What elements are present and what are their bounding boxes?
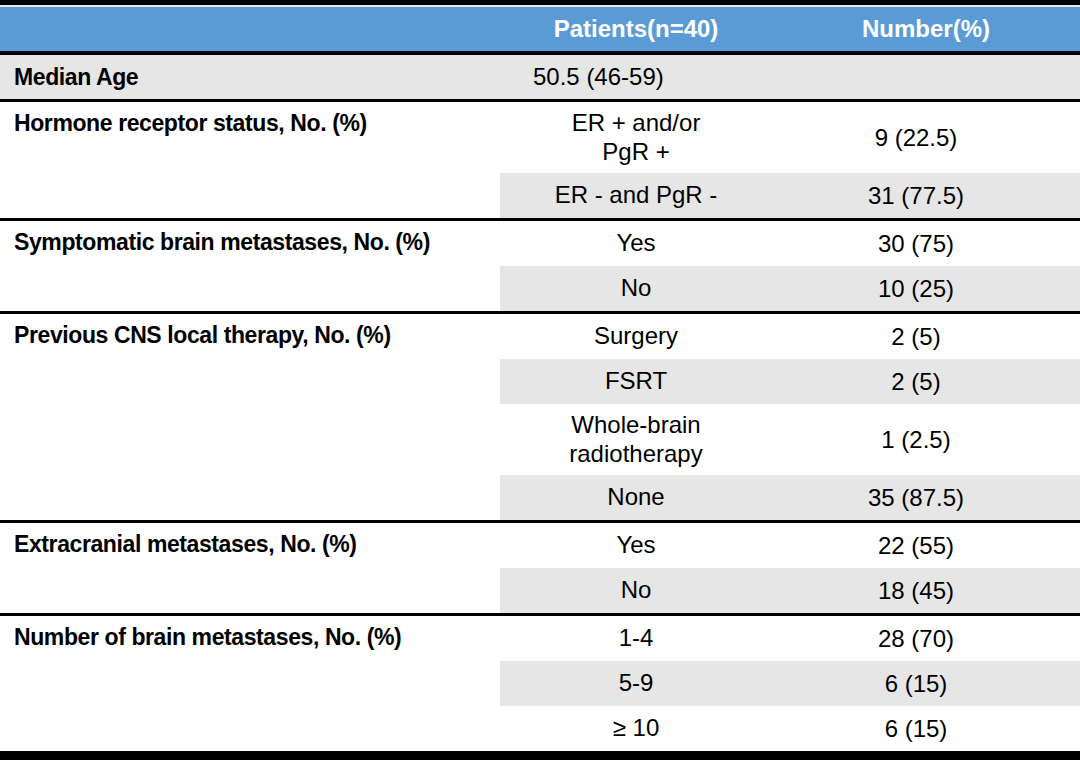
- row-label: Median Age: [0, 55, 500, 99]
- number-value: 22 (55): [772, 532, 1080, 560]
- patients-value: No: [500, 576, 772, 605]
- patients-value: 50.5 (46-59): [500, 63, 772, 92]
- patients-value: ≥ 10: [500, 714, 772, 743]
- patients-value: Yes: [500, 229, 772, 258]
- number-value: 28 (70): [772, 625, 1080, 653]
- patients-value: 5-9: [500, 669, 772, 698]
- table-bottom-border: [0, 751, 1080, 760]
- section-number-of-brain-metastases: Number of brain metastases, No. (%) 1-4 …: [0, 613, 1080, 751]
- patient-characteristics-table: Patients(n=40) Number(%) Median Age 50.5…: [0, 0, 1080, 781]
- table-row: ≥ 10 6 (15): [500, 706, 1080, 751]
- table-row: None 35 (87.5): [500, 475, 1080, 520]
- number-value: 30 (75): [772, 230, 1080, 258]
- number-value: 6 (15): [772, 670, 1080, 698]
- table-row: FSRT 2 (5): [500, 359, 1080, 404]
- number-value: 31 (77.5): [772, 182, 1080, 210]
- table-row: Whole-brain radiotherapy 1 (2.5): [500, 404, 1080, 475]
- table-row: Yes 30 (75): [500, 221, 1080, 266]
- patients-value: FSRT: [500, 367, 772, 396]
- table-row: Surgery 2 (5): [500, 314, 1080, 359]
- patients-value: 1-4: [500, 624, 772, 653]
- number-value: 9 (22.5): [772, 124, 1080, 152]
- section-symptomatic-brain-metastases: Symptomatic brain metastases, No. (%) Ye…: [0, 218, 1080, 311]
- patients-value: Yes: [500, 531, 772, 560]
- section-median-age: Median Age 50.5 (46-59): [0, 55, 1080, 99]
- patients-value: None: [500, 483, 772, 512]
- row-label: Previous CNS local therapy, No. (%): [0, 314, 500, 520]
- number-value: 6 (15): [772, 715, 1080, 743]
- patients-value: ER + and/or PgR +: [500, 109, 772, 167]
- table-row: No 10 (25): [500, 266, 1080, 311]
- row-label: Extracranial metastases, No. (%): [0, 523, 500, 613]
- table-row: ER + and/or PgR + 9 (22.5): [500, 102, 1080, 173]
- section-previous-cns-local-therapy: Previous CNS local therapy, No. (%) Surg…: [0, 311, 1080, 520]
- patients-value: No: [500, 274, 772, 303]
- section-extracranial-metastases: Extracranial metastases, No. (%) Yes 22 …: [0, 520, 1080, 613]
- number-value: 2 (5): [772, 323, 1080, 351]
- table-row: 50.5 (46-59): [500, 55, 1080, 99]
- section-hormone-receptor-status: Hormone receptor status, No. (%) ER + an…: [0, 99, 1080, 218]
- table-row: ER - and PgR - 31 (77.5): [500, 173, 1080, 218]
- header-patients-column: Patients(n=40): [500, 15, 772, 43]
- table-row: 1-4 28 (70): [500, 616, 1080, 661]
- number-value: 10 (25): [772, 275, 1080, 303]
- number-value: 1 (2.5): [772, 426, 1080, 454]
- number-value: 2 (5): [772, 368, 1080, 396]
- row-label: Number of brain metastases, No. (%): [0, 616, 500, 751]
- table-header-row: Patients(n=40) Number(%): [0, 7, 1080, 51]
- patients-value: Surgery: [500, 322, 772, 351]
- patients-value: ER - and PgR -: [500, 181, 772, 210]
- table-row: 5-9 6 (15): [500, 661, 1080, 706]
- number-value: 18 (45): [772, 577, 1080, 605]
- table-row: Yes 22 (55): [500, 523, 1080, 568]
- row-label: Symptomatic brain metastases, No. (%): [0, 221, 500, 311]
- table-row: No 18 (45): [500, 568, 1080, 613]
- row-label: Hormone receptor status, No. (%): [0, 102, 500, 218]
- header-number-column: Number(%): [772, 15, 1080, 43]
- number-value: 35 (87.5): [772, 484, 1080, 512]
- patients-value: Whole-brain radiotherapy: [500, 411, 772, 469]
